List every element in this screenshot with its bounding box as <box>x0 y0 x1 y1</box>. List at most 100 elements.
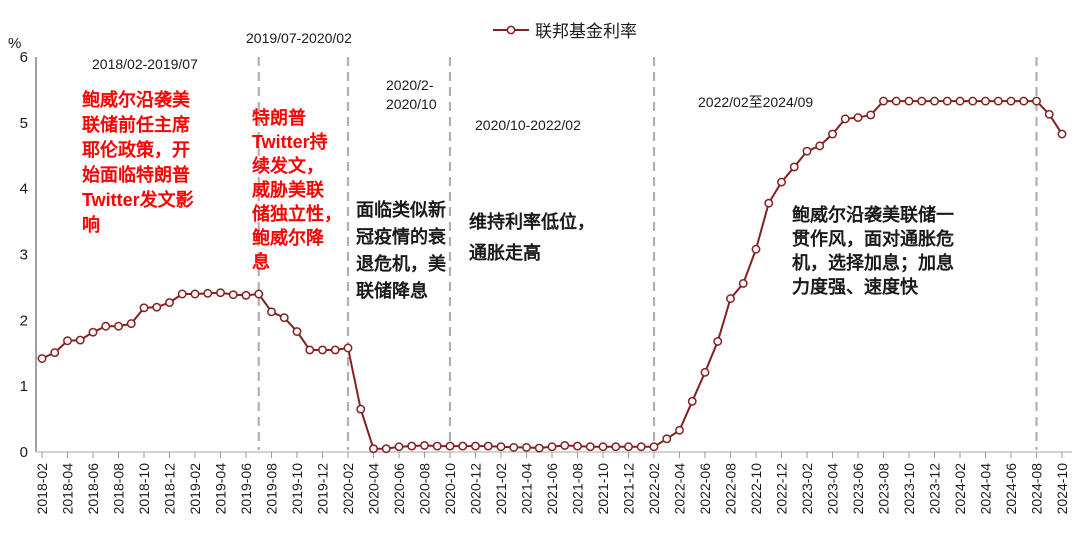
x-tick-label: 2021-12 <box>621 463 637 515</box>
data-point-marker <box>254 289 264 299</box>
x-tick-label: 2024-02 <box>952 463 968 515</box>
data-point-marker <box>738 279 748 288</box>
data-point-marker <box>547 442 557 452</box>
data-point-marker <box>471 441 480 451</box>
data-point-marker <box>777 177 786 187</box>
data-point-marker <box>318 345 327 355</box>
data-point-marker <box>1044 109 1054 119</box>
data-point-marker <box>101 321 111 331</box>
data-point-marker <box>649 442 659 452</box>
period4-range-label: 2020/10-2022/02 <box>475 117 581 133</box>
x-tick-label: 2024-08 <box>1029 463 1045 515</box>
x-tick-label: 2022-04 <box>672 463 688 515</box>
data-point-marker <box>1057 129 1067 139</box>
period2-range-label: 2019/07-2020/02 <box>246 30 352 46</box>
x-tick-label: 2021-04 <box>519 463 535 515</box>
data-point-marker <box>598 442 608 452</box>
x-tick-label: 2022-12 <box>774 463 790 515</box>
data-point-marker <box>37 354 47 363</box>
x-tick-label: 2021-02 <box>493 463 509 515</box>
data-point-marker <box>241 290 251 300</box>
x-tick-label: 2018-08 <box>111 463 127 515</box>
data-point-marker <box>190 289 200 299</box>
y-tick-label: 5 <box>20 115 28 132</box>
period5-annotation: 鲍威尔沿袭美联储一 贯作风，面对通胀危 机，选择加息；加息 力度强、速度快 <box>792 205 954 297</box>
x-tick-label: 2020-10 <box>442 463 458 515</box>
data-point-marker <box>432 441 442 451</box>
x-tick-label: 2024-06 <box>1003 463 1019 515</box>
data-point-marker <box>1019 96 1029 106</box>
x-tick-label: 2020-04 <box>366 463 382 515</box>
x-tick-label: 2018-10 <box>136 463 152 515</box>
chart-legend: 联邦基金利率 <box>492 17 637 42</box>
x-tick-label: 2018-02 <box>34 463 50 515</box>
data-point-marker <box>917 96 927 106</box>
data-point-marker <box>662 434 672 444</box>
x-tick-label: 2021-08 <box>570 463 586 515</box>
data-point-marker <box>496 442 506 452</box>
x-tick-label: 2023-08 <box>876 463 892 515</box>
data-point-marker <box>203 288 213 298</box>
period1-range-label: 2018/02-2019/07 <box>92 56 198 72</box>
legend-label: 联邦基金利率 <box>535 22 637 41</box>
period2-annotation: 特朗普 Twitter持 续发文， 威胁美联 储独立性， 鲍威尔降 息 <box>252 108 342 272</box>
x-tick-label: 2020-06 <box>391 463 407 515</box>
data-point-marker <box>165 298 174 308</box>
data-point-marker <box>611 442 621 452</box>
y-axis-unit: % <box>8 35 21 52</box>
rate-markers <box>37 96 1067 454</box>
x-tick-label: 2023-12 <box>927 463 943 515</box>
data-point-marker <box>981 96 990 106</box>
x-tick-label: 2020-12 <box>468 463 484 515</box>
period1-annotation: 鲍威尔沿袭美 联储前任主席 耶伦政策，开 始面临特朗普 Twitter发文影 响 <box>82 90 194 235</box>
data-point-marker <box>369 444 378 454</box>
data-point-marker <box>942 96 952 106</box>
y-tick-label: 6 <box>20 49 28 66</box>
x-tick-label: 2019-10 <box>289 463 305 515</box>
data-point-marker <box>114 321 123 331</box>
x-tick-label: 2020-08 <box>417 463 433 515</box>
data-point-marker <box>445 441 455 451</box>
period3-range-label: 2020/2- 2020/10 <box>386 77 437 112</box>
data-point-marker <box>879 96 888 106</box>
x-tick-label: 2020-02 <box>340 463 356 515</box>
data-point-marker <box>993 96 1003 106</box>
data-point-marker <box>751 244 761 254</box>
data-point-marker <box>700 367 710 377</box>
data-point-marker <box>560 440 570 450</box>
data-point-marker <box>139 303 149 313</box>
data-point-marker <box>292 327 302 336</box>
y-tick-label: 2 <box>20 312 28 329</box>
x-tick-label: 2022-10 <box>748 463 764 515</box>
data-point-marker <box>713 336 723 346</box>
x-tick-label: 2022-06 <box>697 463 713 515</box>
data-point-marker <box>624 442 633 452</box>
legend-marker-icon <box>493 25 529 34</box>
x-tick-label: 2023-04 <box>825 463 841 515</box>
data-point-marker <box>279 313 289 323</box>
data-point-marker <box>407 441 417 451</box>
x-tick-label: 2019-12 <box>315 463 331 515</box>
data-point-marker <box>534 443 544 453</box>
data-point-marker <box>573 441 582 451</box>
data-point-marker <box>381 444 391 454</box>
data-point-marker <box>63 336 72 346</box>
x-tick-label: 2019-06 <box>238 463 254 515</box>
data-point-marker <box>356 404 366 414</box>
period-separator-lines <box>257 57 1038 450</box>
x-tick-label: 2019-02 <box>187 463 203 515</box>
data-point-marker <box>802 146 812 156</box>
data-point-marker <box>585 442 595 452</box>
y-tick-label: 0 <box>20 444 28 461</box>
data-point-marker <box>305 345 315 355</box>
data-point-marker <box>394 442 404 452</box>
data-point-marker <box>815 141 825 151</box>
data-point-marker <box>789 162 799 172</box>
data-point-marker <box>216 288 225 298</box>
x-tick-label: 2023-02 <box>799 463 815 515</box>
data-point-marker <box>420 440 429 450</box>
data-point-marker <box>330 345 340 355</box>
data-point-marker <box>522 442 531 452</box>
data-point-marker <box>509 442 519 452</box>
